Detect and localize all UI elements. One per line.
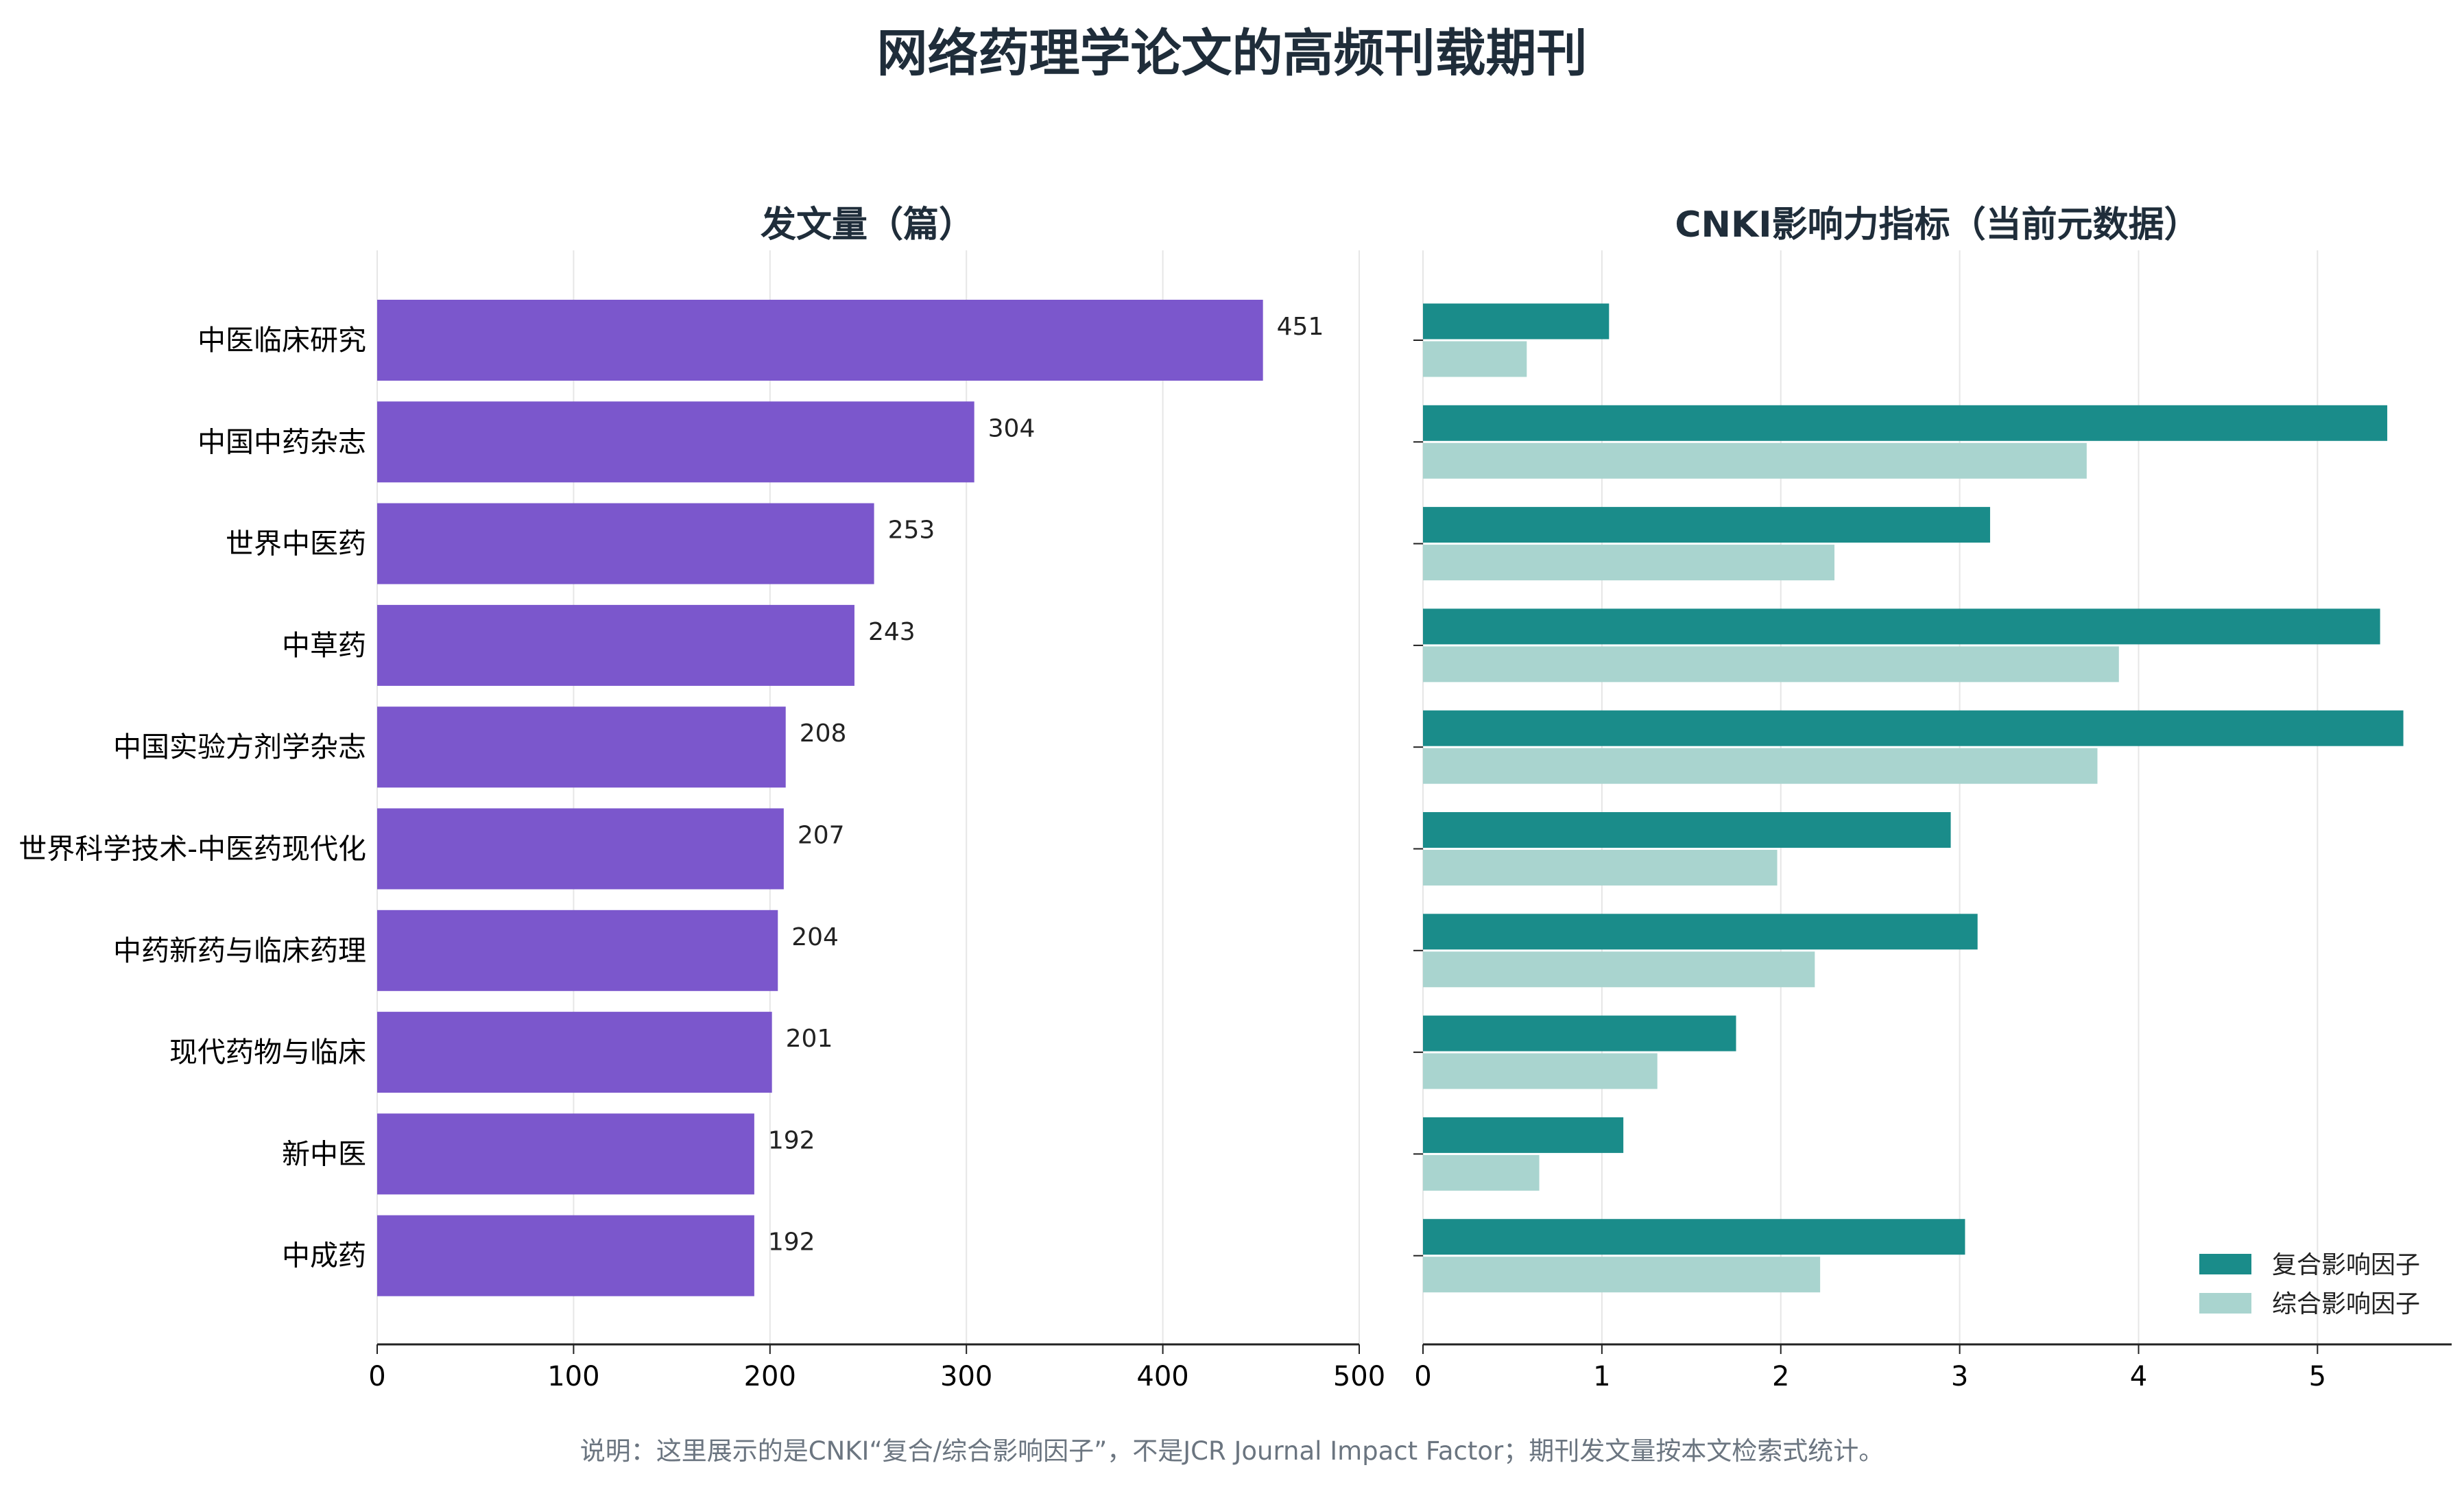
composite-if-bar — [1423, 303, 1610, 340]
count-bar — [377, 300, 1263, 381]
count-bar — [377, 1113, 754, 1195]
count-bars: 451 304 253 243 208 207 204 201 192 192 — [377, 300, 1324, 1296]
impact-x-tick-label: 2 — [1772, 1361, 1789, 1392]
count-axes: 0 100 200 300 400 500 中医临床研究中国中药杂志世界中医药中草药中国实验… — [19, 324, 1385, 1392]
legend-swatch-comprehensive — [2199, 1293, 2251, 1314]
comprehensive-if-bar — [1423, 850, 1778, 886]
legend-label: 综合影响因子 — [2272, 1290, 2420, 1318]
count-bar — [377, 706, 786, 788]
comprehensive-if-bar — [1423, 1257, 1821, 1293]
journal-label: 新中医 — [282, 1137, 366, 1170]
composite-if-bar — [1423, 1117, 1624, 1153]
journal-label: 中国实验方剂学杂志 — [113, 730, 366, 763]
count-bar — [377, 1215, 754, 1296]
legend-label: 复合影响因子 — [2272, 1251, 2420, 1279]
impact-x-tick-label: 5 — [2309, 1361, 2326, 1392]
count-data-label: 243 — [868, 618, 916, 646]
journal-label: 中医临床研究 — [198, 324, 366, 357]
comprehensive-if-bar — [1423, 341, 1527, 377]
count-x-tick-label: 500 — [1333, 1361, 1385, 1392]
comprehensive-if-bar — [1423, 545, 1834, 581]
count-data-label: 208 — [800, 720, 847, 748]
journal-label: 中药新药与临床药理 — [113, 934, 366, 967]
count-data-label: 253 — [888, 516, 935, 545]
count-bar — [377, 503, 874, 584]
journal-label: 世界科学技术-中医药现代化 — [19, 833, 366, 866]
comprehensive-if-bar — [1423, 442, 2087, 479]
count-bar — [377, 604, 854, 686]
impact-bars — [1423, 303, 2404, 1293]
composite-if-bar — [1423, 1015, 1736, 1052]
comprehensive-if-bar — [1423, 1053, 1658, 1089]
impact-x-tick-label: 0 — [1414, 1361, 1431, 1392]
comprehensive-if-bar — [1423, 1154, 1540, 1191]
count-x-tick-label: 0 — [368, 1361, 385, 1392]
journal-label: 现代药物与临床 — [169, 1036, 366, 1069]
impact-panel-title: CNKI影响力指标（当前元数据） — [1675, 204, 2200, 246]
count-data-label: 207 — [798, 822, 845, 850]
count-bar — [377, 910, 778, 991]
count-data-label: 204 — [791, 923, 839, 951]
caption-note: 说明：这里展示的是CNKI“复合/综合影响因子”，不是JCR Journal I… — [579, 1436, 1885, 1466]
impact-x-tick-label: 3 — [1951, 1361, 1968, 1392]
comprehensive-if-bar — [1423, 646, 2119, 682]
count-panel-title: 发文量（篇） — [760, 204, 974, 246]
composite-if-bar — [1423, 1219, 1965, 1255]
composite-if-bar — [1423, 608, 2380, 645]
journal-label: 中国中药杂志 — [198, 425, 366, 458]
chart-title: 网络药理学论文的高频刊载期刊 — [876, 24, 1588, 83]
count-data-label: 192 — [768, 1126, 815, 1154]
impact-axes: 0 1 2 3 4 5 — [1413, 340, 2452, 1392]
count-bar — [377, 808, 784, 890]
count-data-label: 201 — [786, 1025, 833, 1053]
count-data-label: 192 — [768, 1228, 815, 1257]
count-data-label: 451 — [1277, 313, 1324, 341]
count-x-tick-label: 300 — [940, 1361, 992, 1392]
composite-if-bar — [1423, 405, 2388, 441]
count-x-tick-label: 400 — [1136, 1361, 1188, 1392]
journal-label: 中草药 — [282, 629, 366, 662]
impact-x-tick-label: 1 — [1593, 1361, 1610, 1392]
journal-label: 中成药 — [282, 1239, 366, 1272]
composite-if-bar — [1423, 914, 1978, 950]
count-bar — [377, 401, 974, 483]
count-bar — [377, 1012, 772, 1093]
count-x-tick-label: 100 — [547, 1361, 599, 1392]
legend-swatch-composite — [2199, 1254, 2251, 1274]
composite-if-bar — [1423, 812, 1951, 848]
comprehensive-if-bar — [1423, 951, 1815, 988]
count-x-tick-label: 200 — [744, 1361, 796, 1392]
composite-if-bar — [1423, 507, 1990, 543]
journal-label: 世界中医药 — [226, 527, 366, 560]
impact-x-tick-label: 4 — [2130, 1361, 2147, 1392]
comprehensive-if-bar — [1423, 748, 2098, 784]
composite-if-bar — [1423, 710, 2404, 746]
count-data-label: 304 — [988, 414, 1036, 442]
